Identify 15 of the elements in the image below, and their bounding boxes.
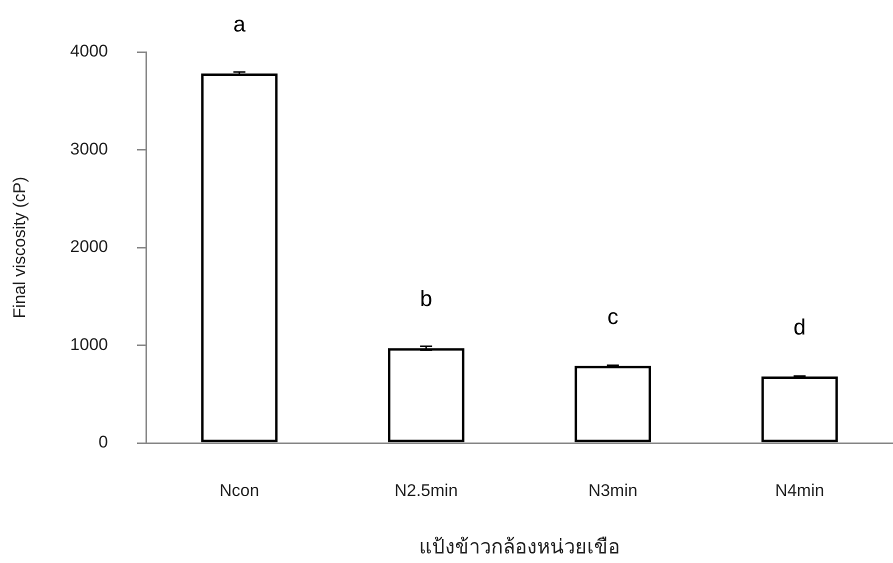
annotation: c	[607, 304, 618, 329]
annotation: a	[233, 12, 246, 37]
y-axis-title: Final viscosity (cP)	[10, 176, 29, 318]
y-tick-label: 4000	[70, 42, 108, 61]
y-tick-label: 2000	[70, 237, 108, 256]
x-tick-label: N3min	[588, 480, 638, 500]
x-tick-label: N2.5min	[394, 480, 458, 500]
x-tick-label: Ncon	[220, 480, 260, 500]
y-tick-label: 1000	[70, 334, 108, 354]
annotation: d	[794, 314, 806, 340]
y-tick-label: 3000	[70, 139, 108, 158]
x-axis-title: แป้งข้าวกล้องหน่วยเขือ	[419, 536, 620, 559]
annotation: b	[420, 286, 432, 312]
y-tick-label: 0	[98, 432, 108, 452]
x-tick-label: N4min	[775, 480, 824, 500]
